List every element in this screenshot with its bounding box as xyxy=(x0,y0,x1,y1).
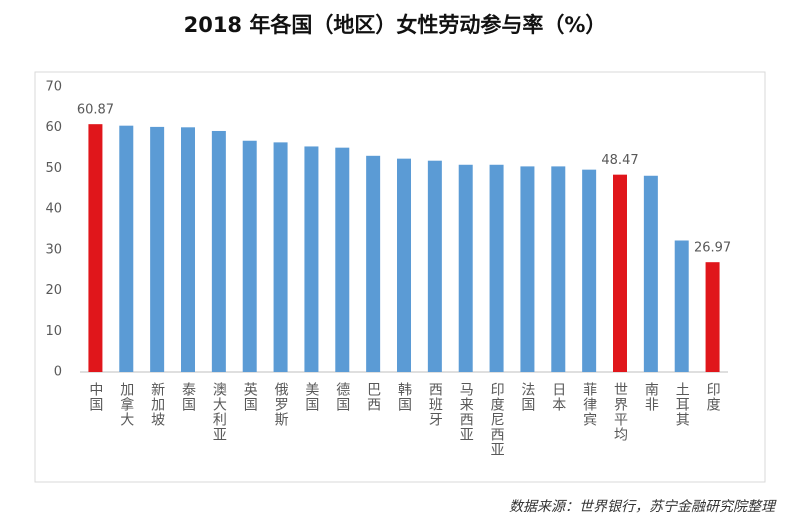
bar xyxy=(582,169,597,372)
x-tick-label: 印度尼西亚 xyxy=(489,382,505,457)
x-tick-label: 泰国 xyxy=(180,382,196,412)
y-tick-label: 60 xyxy=(45,120,62,135)
x-tick-label: 俄罗斯 xyxy=(273,382,289,427)
x-tick-label: 韩国 xyxy=(396,382,412,412)
bar xyxy=(150,126,165,373)
x-tick-label: 加拿大 xyxy=(118,382,134,427)
x-tick-label: 西班牙 xyxy=(427,382,443,427)
x-tick-label: 中国 xyxy=(87,382,103,412)
bar xyxy=(643,175,658,372)
bar xyxy=(705,262,720,372)
x-tick-label: 世界平均 xyxy=(612,382,628,442)
bar xyxy=(674,240,689,372)
bar xyxy=(273,142,288,372)
x-tick-label: 新加坡 xyxy=(149,382,165,427)
bar xyxy=(366,155,381,372)
source-note: 数据来源：世界银行，苏宁金融研究院整理 xyxy=(509,499,777,515)
bar xyxy=(119,125,134,372)
bar xyxy=(458,164,473,372)
x-tick-label: 土耳其 xyxy=(674,382,690,427)
bar xyxy=(520,166,535,372)
x-tick-label: 印度 xyxy=(705,382,721,412)
y-tick-label: 20 xyxy=(45,283,62,298)
x-tick-label: 德国 xyxy=(334,382,350,412)
x-tick-label: 澳大利亚 xyxy=(211,382,227,442)
bar xyxy=(304,146,319,372)
bar xyxy=(551,166,566,372)
chart-title: 2018 年各国（地区）女性劳动参与率（%） xyxy=(184,13,607,37)
bar xyxy=(397,158,411,372)
bar xyxy=(489,164,504,372)
data-label: 60.87 xyxy=(77,103,114,118)
y-tick-label: 0 xyxy=(54,365,62,380)
bar xyxy=(427,160,442,372)
x-tick-label: 英国 xyxy=(242,381,258,412)
y-tick-label: 30 xyxy=(45,242,62,257)
x-tick-label: 日本 xyxy=(550,382,566,412)
y-tick-label: 40 xyxy=(45,202,62,217)
x-tick-label: 马来西亚 xyxy=(458,382,474,442)
bar xyxy=(211,130,226,372)
x-tick-label: 法国 xyxy=(519,382,535,412)
bar xyxy=(88,124,103,372)
bar xyxy=(335,147,350,372)
bar xyxy=(613,174,627,372)
x-tick-label: 菲律宾 xyxy=(581,382,597,427)
y-tick-label: 70 xyxy=(45,80,62,95)
data-label: 26.97 xyxy=(694,241,731,256)
x-tick-label: 巴西 xyxy=(365,382,381,412)
bar xyxy=(181,127,195,372)
x-tick-label: 南非 xyxy=(643,382,659,412)
y-tick-label: 50 xyxy=(45,161,62,176)
y-tick-label: 10 xyxy=(45,324,62,339)
chart-frame xyxy=(34,71,766,483)
bar xyxy=(242,140,257,372)
x-tick-label: 美国 xyxy=(303,382,319,412)
data-label: 48.47 xyxy=(601,153,638,168)
